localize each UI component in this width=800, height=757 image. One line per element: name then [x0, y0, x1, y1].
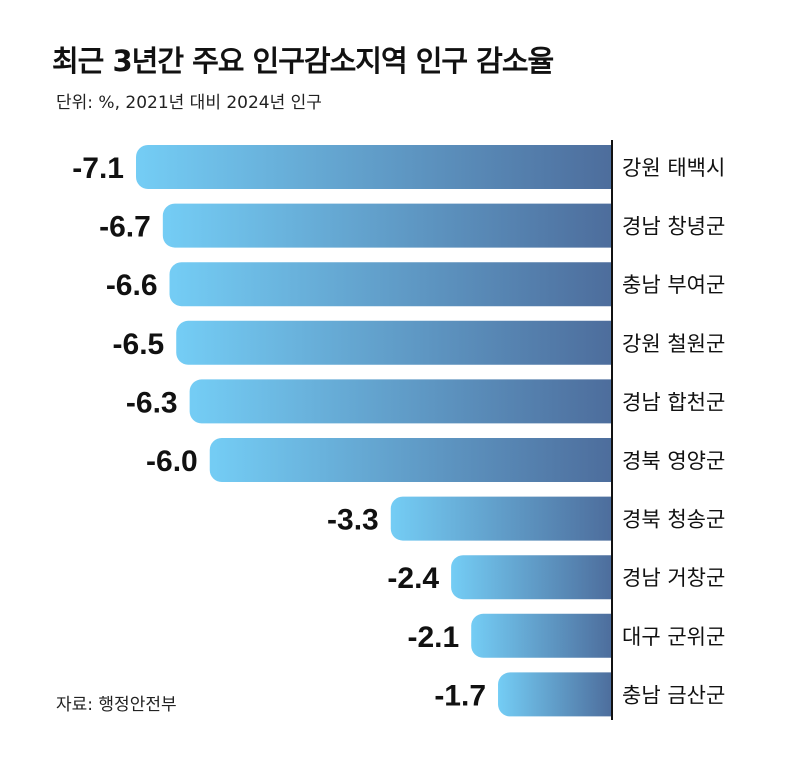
source-note: 자료: 행정안전부 — [56, 695, 177, 715]
bar-category-label: 강원 태백시 — [622, 156, 725, 180]
bar — [169, 262, 613, 307]
bar-category-label: 경남 합천군 — [622, 390, 725, 414]
bar-value-label: -6.5 — [113, 328, 165, 361]
bar-category-label: 경남 거창군 — [622, 566, 725, 590]
bar — [176, 320, 613, 365]
bar-category-label: 경북 청송군 — [622, 508, 725, 532]
bar-category-label: 대구 군위군 — [622, 625, 725, 649]
bar-value-label: -6.6 — [106, 269, 158, 302]
bar — [390, 496, 612, 541]
bar-category-label: 충남 부여군 — [622, 273, 725, 297]
chart-subtitle: 단위: %, 2021년 대비 2024년 인구 — [56, 93, 322, 113]
bar — [451, 555, 612, 600]
chart-title: 최근 3년간 주요 인구감소지역 인구 감소율 — [52, 44, 554, 78]
bar — [162, 203, 612, 248]
bar — [189, 379, 613, 424]
bar-value-label: -2.1 — [408, 621, 460, 654]
bar — [471, 613, 612, 658]
bar-category-label: 강원 철원군 — [622, 332, 725, 356]
bar-value-label: -6.3 — [126, 386, 178, 419]
bar-value-label: -2.4 — [387, 562, 439, 595]
bar-category-label: 경남 창녕군 — [622, 215, 725, 239]
bar-value-label: -3.3 — [327, 504, 379, 537]
bar — [209, 438, 613, 482]
bar-value-label: -1.7 — [434, 679, 486, 712]
bar-category-label: 경북 영양군 — [622, 449, 725, 473]
bar — [498, 672, 612, 717]
bar — [136, 145, 612, 189]
bar-category-label: 충남 금산군 — [622, 683, 725, 707]
bar-value-label: -6.7 — [99, 211, 151, 244]
bar-value-label: -7.1 — [72, 152, 124, 185]
bar-value-label: -6.0 — [146, 445, 198, 478]
